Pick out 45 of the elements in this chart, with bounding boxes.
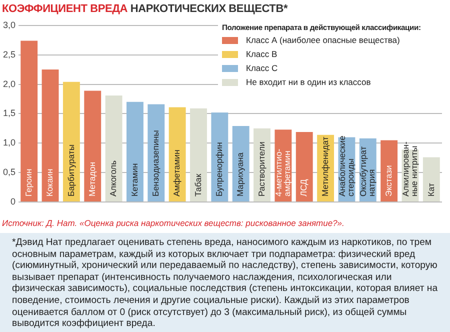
x-tick-label: Барбитураты bbox=[66, 144, 76, 196]
text: Источник: Д. Нат. «Оценка риска наркотических веществ: рискованное занятие?». bbox=[1, 217, 346, 230]
y-tick-label: 0 bbox=[10, 196, 16, 206]
x-tick-label: Оксибутират натрия bbox=[358, 146, 376, 196]
x-tick-label: Кетамин bbox=[129, 162, 140, 196]
x-tick-label: Экстази bbox=[383, 165, 394, 196]
y-tick-label: 1,5 bbox=[2, 108, 16, 118]
y-tick-label: 0,5 bbox=[2, 167, 16, 178]
x-tick-label: Анаболические стероиды bbox=[336, 135, 356, 196]
x-tick-label: Амфетамин bbox=[172, 149, 182, 196]
x-tick-label: Растворители bbox=[256, 141, 266, 196]
bar bbox=[422, 157, 440, 202]
y-tick-label: 2,5 bbox=[2, 49, 16, 60]
y-tick-label: 1,0 bbox=[2, 138, 16, 148]
bar bbox=[84, 90, 102, 202]
bar bbox=[380, 140, 398, 202]
x-tick-label: Бензодиазепины bbox=[150, 130, 160, 196]
x-tick-label: Бупренорфин bbox=[214, 142, 224, 196]
x-tick-label: Кокаин bbox=[44, 168, 55, 196]
bar bbox=[126, 102, 144, 202]
x-tick-label: Метилфенидат bbox=[320, 136, 330, 196]
legend-label: Класс В bbox=[246, 49, 278, 59]
bar bbox=[62, 82, 80, 202]
x-tick-label: Героин bbox=[23, 168, 34, 196]
bar bbox=[105, 95, 122, 202]
bar bbox=[168, 107, 186, 202]
x-tick-label: Марихуана bbox=[235, 152, 246, 196]
x-tick-label: Алкилирован- ные нитриты bbox=[400, 141, 419, 196]
y-tick-label: 3,0 bbox=[2, 20, 16, 30]
x-tick-label: Кат bbox=[426, 183, 436, 196]
y-tick-label: 2,0 bbox=[2, 78, 16, 89]
bar bbox=[20, 40, 38, 202]
x-tick-label: 4-метилтио- амфетамин bbox=[273, 148, 292, 196]
legend-label: Класс А (наиболее опасные вещества) bbox=[246, 35, 400, 45]
x-tick-label: Метадон bbox=[86, 162, 97, 196]
x-tick-label: Табак bbox=[192, 174, 203, 196]
x-tick-label: ЛСД bbox=[298, 178, 309, 196]
bar bbox=[190, 108, 207, 202]
bar bbox=[42, 70, 59, 202]
legend-label: Класс С bbox=[246, 63, 278, 73]
chart-title: КОЭФФИЦИЕНТ ВРЕДА НАРКОТИЧЕСКИХ ВЕЩЕСТВ* bbox=[2, 3, 288, 15]
legend-label: Не входит ни в один из классов bbox=[246, 77, 371, 87]
text: *Дэвид Нат предлагает оценивать степень вреда, наносимого каждым из наркотиков, по трем основным параметрам, каждый из которых включает три подпараметра: физический вред (сиюминутный, хронический или передаваемый по наследству), степень зависимости, которую вызывает препарат (интенсивность получаемого наслаждения, психологическая или физическая зависимость), социальные последствия (степень интоксикации, которая влияет на поведение, стоимость лечения и другие социальные риски). Каждый из этих параметров оценивается баллом от 0 (риск отсутствует) до 3 (максимальный риск), из общей суммы выводится коэффициент вреда. bbox=[0, 233, 450, 332]
x-tick-label: Алкоголь bbox=[108, 160, 118, 196]
bar bbox=[296, 132, 313, 202]
